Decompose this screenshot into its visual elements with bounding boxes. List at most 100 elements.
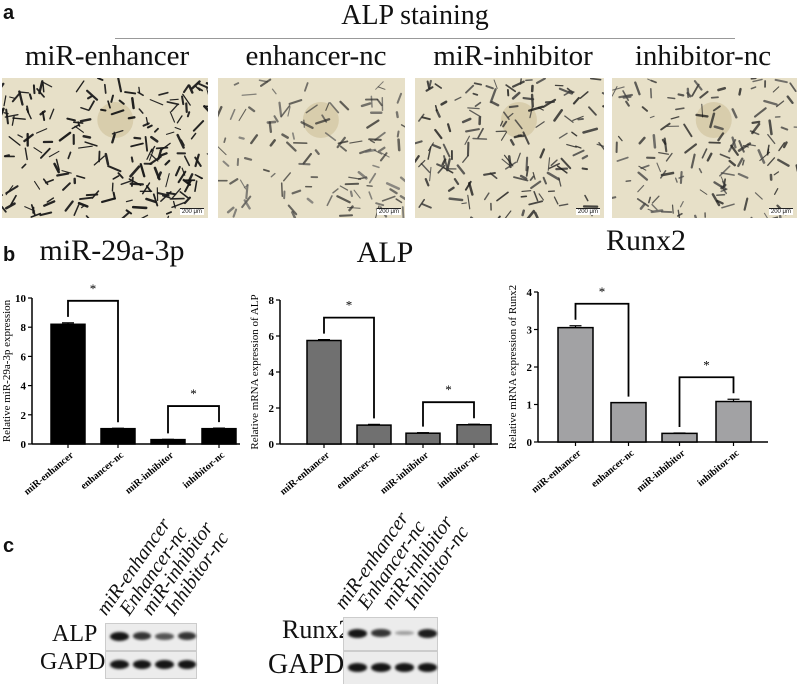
stained-cell [226,206,235,214]
stained-cell [140,214,149,218]
stained-cell [694,214,698,218]
stained-cell [194,85,201,91]
stained-cell [774,78,788,84]
stained-cell [120,180,132,186]
stained-cell [596,143,604,148]
stained-cell [74,125,84,133]
protein-band [155,660,174,669]
stained-cell [104,152,110,166]
stained-cell [336,195,351,204]
bar-chart-1: 0 2 4 6 8 Relative mRNA expression of ALP miR-… [249,294,498,498]
stained-cell [190,132,197,140]
stained-cell [85,193,99,197]
stained-cell [103,83,107,94]
stained-cell [166,101,180,106]
protein-band [417,629,438,638]
stained-cell [376,98,383,107]
stained-cell [329,102,340,114]
stained-cell [464,180,472,191]
stained-cell [9,96,16,99]
stained-cell [720,172,735,176]
stained-cell [250,134,259,145]
micrograph-mir-inhibitor: 200 μm [415,78,604,218]
stained-cell [677,209,681,218]
protein-band [132,660,151,669]
stained-cell [111,133,116,144]
micrograph-enhancer-nc: 200 μm [218,78,405,218]
stained-cell [137,91,144,97]
stained-cell [469,109,482,118]
stained-cell [446,123,452,133]
stained-cell [617,135,623,142]
stained-cell [315,118,331,125]
stained-cell [532,171,536,180]
stained-cell [248,106,256,113]
stained-cell [165,211,172,215]
stained-cell [30,204,36,216]
x-tick-label: inhibitor-nc [181,450,227,491]
stained-cell [721,203,735,209]
bar [456,423,492,445]
stained-cell [753,107,767,118]
stained-cell [713,181,727,191]
stained-cell [64,200,74,212]
stained-cell [5,185,19,195]
stained-cell [690,153,696,169]
x-tick-label: miR-inhibitor [378,450,431,497]
stained-cell [85,215,90,218]
protein-band [348,663,368,672]
stained-cell [522,96,535,101]
debris-spot [500,102,537,138]
stained-cell [241,93,257,96]
condition-label: enhancer-nc [245,40,387,72]
stained-cell [62,182,71,191]
stained-cell [157,148,163,160]
stained-cell [513,176,529,182]
stained-cell [260,78,272,87]
stained-cell [472,137,488,140]
stained-cell [505,84,517,93]
stained-cell [667,96,676,100]
stained-cell [124,91,137,95]
stained-cell [427,146,432,160]
stained-cell [717,86,727,92]
stained-cell [42,178,49,186]
stained-cell [716,193,726,197]
stained-cell [638,136,646,145]
stained-cell [370,95,373,108]
stained-cell [670,116,680,120]
stained-cell [490,101,500,107]
stained-cell [639,202,646,210]
stained-cell [42,81,53,88]
x-tick-label: miR-enhancer [278,450,332,498]
stained-cell [706,152,713,162]
stained-cell [674,177,678,183]
stained-cell [737,172,749,179]
stained-cell [33,147,43,154]
stained-cell [360,102,372,108]
stained-cell [757,149,766,164]
stained-cell [773,171,780,176]
stained-cell [182,84,190,94]
stained-cell [25,108,32,120]
stained-cell [699,90,709,99]
stained-cell [447,186,455,192]
stained-cell [138,86,141,93]
y-tick-label: 0 [527,437,533,449]
stained-cell [462,155,469,163]
stained-cell [218,105,223,118]
y-tick-label: 0 [269,439,275,451]
stained-cell [53,162,60,174]
stained-cell [678,175,685,179]
stained-cell [709,112,716,129]
y-tick-label: 6 [269,331,275,343]
stained-cell [496,191,509,202]
stained-cell [339,145,347,152]
stained-cell [21,163,27,169]
stained-cell [369,139,376,144]
stained-cell [291,132,295,140]
stained-cell [622,95,632,99]
stained-cell [396,130,400,138]
stained-cell [5,108,9,125]
stained-cell [728,159,736,167]
